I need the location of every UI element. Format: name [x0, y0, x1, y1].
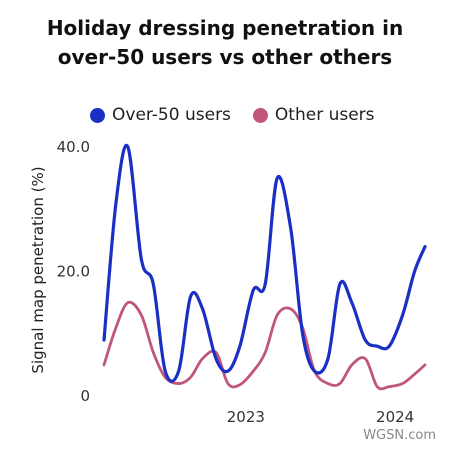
y-axis-title-group: Signal map penetration (%): [29, 166, 47, 373]
y-axis-title: Signal map penetration (%): [29, 166, 47, 373]
series-line-other[interactable]: [102, 300, 427, 391]
series-lines: [102, 143, 427, 391]
legend-label-over-50: Over-50 users: [112, 105, 231, 125]
x-tick-label: 2023: [227, 408, 265, 426]
legend-label-other: Other users: [274, 105, 375, 125]
chart-title-line-2: over-50 users vs other others: [57, 45, 393, 69]
x-tick-labels: 2023 2024: [227, 408, 414, 426]
legend-item-other[interactable]: Other users: [252, 105, 375, 125]
legend-swatch-other: [252, 107, 268, 123]
series-line-over-50[interactable]: [102, 143, 427, 383]
chart-title-line-1: Holiday dressing penetration in: [46, 16, 404, 40]
source-label[interactable]: WGSN.com: [363, 428, 436, 443]
legend-swatch-over-50: [90, 107, 105, 123]
chart-title: Holiday dressing penetration in over-50 …: [0, 14, 450, 72]
x-tick-label: 2024: [376, 408, 414, 426]
legend-item-over-50[interactable]: Over-50 users: [90, 105, 231, 125]
y-tick-labels: 0 20.0 40.0: [57, 138, 90, 405]
y-tick-label: 40.0: [57, 138, 90, 156]
y-tick-label: 20.0: [57, 263, 90, 281]
chart-legend: Over-50 users Other users: [90, 105, 397, 125]
y-tick-label: 0: [80, 387, 90, 405]
